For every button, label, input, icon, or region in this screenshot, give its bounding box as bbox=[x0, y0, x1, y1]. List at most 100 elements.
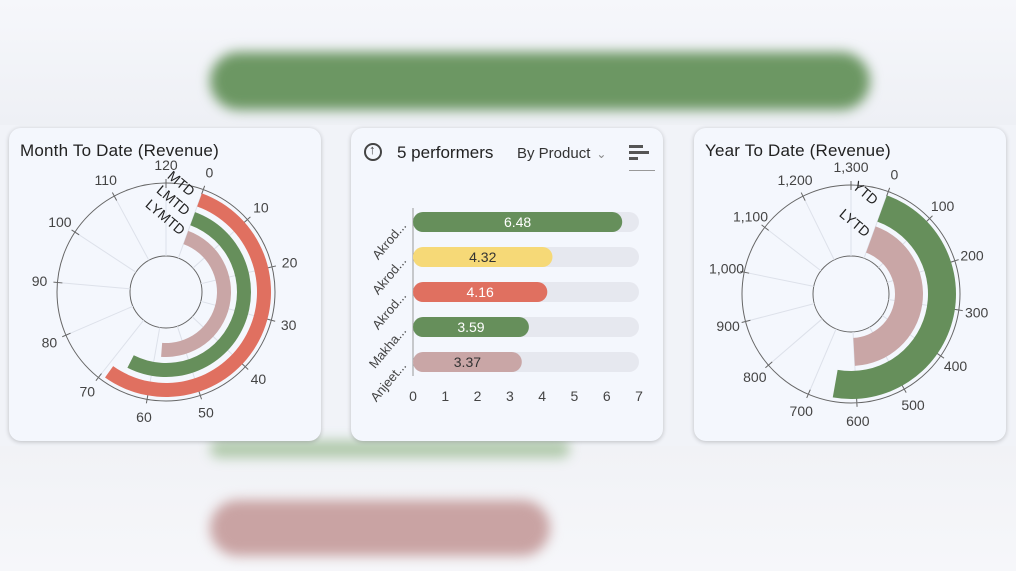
tick-label: 10 bbox=[253, 200, 269, 216]
grid-line bbox=[98, 319, 145, 378]
bar bbox=[413, 282, 548, 302]
tick-mark bbox=[53, 281, 63, 284]
chevron-down-icon: ⌄ bbox=[596, 147, 607, 161]
tick-label: 50 bbox=[198, 405, 214, 421]
tick-mark bbox=[71, 229, 80, 236]
grid-line bbox=[802, 195, 835, 261]
tick-label: 80 bbox=[42, 334, 58, 350]
tick-mark bbox=[266, 318, 276, 322]
tick-label: 700 bbox=[790, 403, 814, 419]
category-label: Akrod... bbox=[369, 218, 409, 262]
grid-line bbox=[74, 231, 137, 273]
tick-mark bbox=[198, 390, 203, 400]
tick-mark bbox=[201, 185, 206, 195]
tick-mark bbox=[741, 319, 751, 323]
tick-label: 90 bbox=[32, 273, 48, 289]
bar bbox=[413, 212, 623, 232]
tick-mark bbox=[740, 270, 750, 274]
x-tick-label: 2 bbox=[474, 388, 482, 404]
blurred-bar bbox=[210, 440, 570, 458]
tick-label: 400 bbox=[944, 358, 968, 374]
grid-line bbox=[768, 318, 823, 366]
bar bbox=[413, 317, 529, 337]
tick-label: 1,200 bbox=[777, 172, 812, 188]
bar-value-label: 3.59 bbox=[457, 319, 484, 335]
bar bbox=[413, 352, 522, 372]
tick-mark bbox=[243, 216, 251, 224]
category-label: Akrod... bbox=[369, 288, 409, 332]
tick-label: 600 bbox=[846, 413, 870, 429]
tick-label: 0 bbox=[206, 165, 214, 181]
tick-mark bbox=[241, 363, 249, 370]
grid-line bbox=[57, 282, 131, 290]
tick-label: 300 bbox=[965, 305, 989, 321]
tick-label: 200 bbox=[960, 247, 984, 263]
radial-bar-lmtd bbox=[127, 212, 251, 377]
tick-label: 20 bbox=[282, 255, 298, 271]
tick-label: 120 bbox=[154, 157, 178, 173]
mtd-card: Month To Date (Revenue) 0 10 20 30 40 50 60 70 8… bbox=[9, 128, 321, 441]
bar-value-label: 6.48 bbox=[504, 214, 531, 230]
grid-line bbox=[65, 305, 134, 336]
x-tick-label: 3 bbox=[506, 388, 514, 404]
x-tick-label: 5 bbox=[571, 388, 579, 404]
tick-mark bbox=[95, 373, 102, 381]
tick-label: 1,100 bbox=[733, 208, 768, 224]
tick-label: 900 bbox=[716, 318, 740, 334]
performers-card: 5 performers By Product ⌄ 6.48 Akrod... 4.3… bbox=[351, 128, 663, 441]
grid-line bbox=[744, 271, 814, 287]
tick-mark bbox=[901, 384, 907, 393]
dropdown-label: By Product bbox=[517, 145, 591, 162]
tick-label: 1,300 bbox=[833, 159, 868, 175]
inner-circle bbox=[129, 255, 203, 329]
x-tick-label: 6 bbox=[603, 388, 611, 404]
tick-mark bbox=[806, 389, 811, 399]
bar-value-label: 4.16 bbox=[467, 284, 494, 300]
radial-bar-mtd bbox=[105, 193, 271, 397]
x-tick-label: 0 bbox=[409, 388, 417, 404]
grid-line bbox=[113, 195, 150, 261]
x-tick-label: 1 bbox=[441, 388, 449, 404]
blurred-bar bbox=[210, 52, 870, 110]
product-dropdown[interactable]: By Product ⌄ bbox=[517, 145, 606, 162]
tick-mark bbox=[145, 394, 149, 404]
blurred-bar bbox=[210, 500, 550, 556]
performers-bar-chart: 6.48 Akrod... 4.32 Akrod... 4.16 Akrod... 3.59… bbox=[366, 208, 643, 404]
tick-mark bbox=[765, 361, 773, 369]
grid-line bbox=[745, 303, 815, 322]
radial-bar-lytd bbox=[853, 226, 924, 366]
tick-mark bbox=[800, 192, 806, 201]
tick-label: 110 bbox=[95, 172, 118, 188]
tick-mark bbox=[949, 259, 959, 263]
bar-sort-icon[interactable] bbox=[629, 142, 655, 171]
tick-label: 500 bbox=[901, 397, 925, 413]
tick-mark bbox=[111, 192, 118, 201]
radial-bar-ytd bbox=[832, 195, 956, 399]
category-label: Akrod... bbox=[369, 253, 409, 297]
tick-label: 70 bbox=[79, 384, 95, 400]
tick-mark bbox=[886, 187, 891, 197]
tick-label: 100 bbox=[48, 214, 72, 230]
mtd-card-title: Month To Date (Revenue) bbox=[20, 141, 219, 160]
series-label: YTD bbox=[850, 178, 882, 208]
inner-circle bbox=[812, 255, 890, 333]
tick-label: 1,000 bbox=[709, 261, 744, 277]
tick-mark bbox=[953, 308, 963, 312]
tick-label: 800 bbox=[743, 369, 767, 385]
arrow-up-circle-icon[interactable] bbox=[364, 142, 382, 161]
tick-mark bbox=[761, 224, 770, 231]
series-label: LYTD bbox=[836, 205, 873, 240]
grid-line bbox=[764, 226, 822, 272]
tick-label: 100 bbox=[931, 198, 955, 214]
tick-mark bbox=[936, 352, 945, 359]
performers-title: 5 performers bbox=[397, 143, 494, 162]
bar bbox=[413, 247, 553, 267]
x-tick-label: 4 bbox=[538, 388, 546, 404]
radial-bar-lymtd bbox=[161, 230, 232, 357]
tick-mark bbox=[925, 215, 933, 223]
grid-line bbox=[807, 328, 837, 395]
ytd-radial-chart: 0 100 200 300 400 500 600 700 800 900 1,000 1,100 1,… bbox=[709, 159, 989, 429]
tick-label: 60 bbox=[136, 409, 152, 425]
tick-label: 0 bbox=[891, 167, 899, 183]
